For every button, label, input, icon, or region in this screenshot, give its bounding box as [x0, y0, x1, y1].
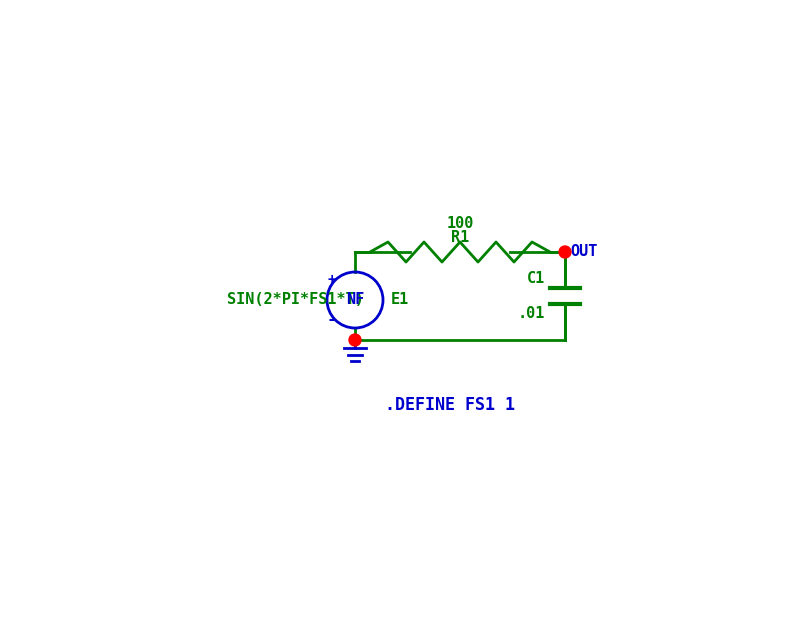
Circle shape	[558, 246, 570, 258]
Text: .01: .01	[517, 306, 544, 321]
Text: E1: E1	[390, 293, 409, 308]
Text: 100: 100	[446, 216, 473, 231]
Text: +: +	[328, 273, 336, 287]
Text: .DEFINE FS1 1: .DEFINE FS1 1	[385, 396, 515, 414]
Text: R1: R1	[450, 229, 468, 244]
Circle shape	[349, 334, 361, 346]
Text: OUT: OUT	[569, 244, 597, 260]
Text: -: -	[327, 311, 336, 329]
Text: C1: C1	[526, 271, 544, 286]
Text: SIN(2*PI*FS1*T): SIN(2*PI*FS1*T)	[226, 293, 364, 308]
Text: NF: NF	[345, 293, 364, 308]
